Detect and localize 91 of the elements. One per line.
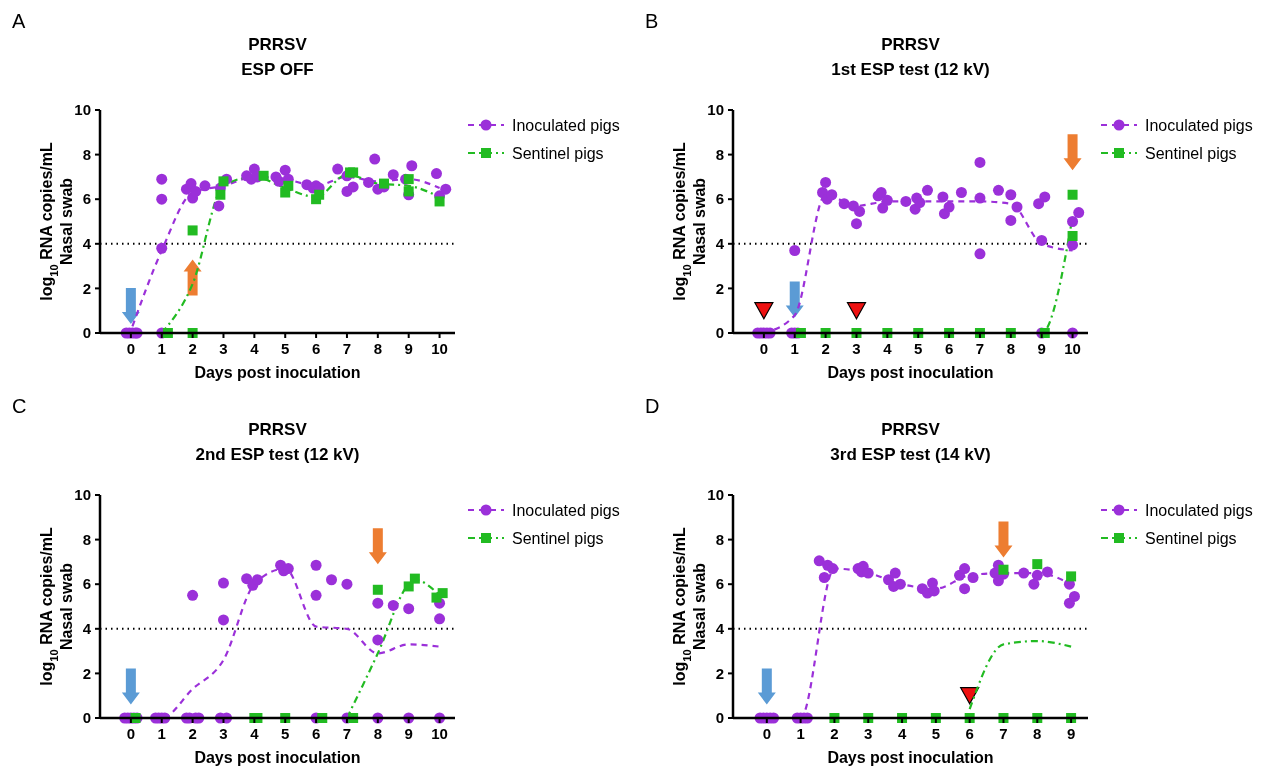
legend-label: Inoculated pigs xyxy=(512,501,620,519)
x-axis-title: Days post inoculation xyxy=(194,749,361,766)
x-tick-label: 9 xyxy=(1037,340,1046,357)
x-tick-label: 5 xyxy=(914,340,923,357)
x-tick-label: 3 xyxy=(852,340,861,357)
y-tick-label: 8 xyxy=(82,530,91,548)
x-tick-label: 6 xyxy=(965,725,974,742)
chart-subtitle: 2nd ESP test (12 kV) xyxy=(195,445,360,464)
x-tick-label: 1 xyxy=(157,340,166,357)
y-tick-label: 0 xyxy=(715,324,724,342)
x-tick-label: 7 xyxy=(975,340,985,357)
y-tick-label: 0 xyxy=(82,709,91,727)
legend-label: Sentinel pigs xyxy=(1145,529,1237,547)
x-tick-label: 10 xyxy=(1064,340,1081,357)
x-tick-label: 1 xyxy=(157,725,166,742)
x-tick-label: 1 xyxy=(796,725,805,742)
y-tick-label: 10 xyxy=(707,101,724,119)
y-tick-label: 4 xyxy=(82,620,92,638)
x-tick-label: 5 xyxy=(281,725,290,742)
x-tick-label: 7 xyxy=(342,725,352,742)
y-tick-label: 2 xyxy=(715,279,724,297)
x-tick-label: 8 xyxy=(373,340,382,357)
x-tick-label: 5 xyxy=(931,725,941,742)
x-tick-label: 3 xyxy=(219,340,228,357)
y-tick-label: 0 xyxy=(82,324,91,342)
legend-label: Sentinel pigs xyxy=(512,144,604,162)
x-tick-label: 2 xyxy=(821,340,830,357)
x-tick-label: 9 xyxy=(404,725,413,742)
x-tick-label: 8 xyxy=(1006,340,1015,357)
chart-title: PRRSV xyxy=(881,420,941,439)
x-tick-label: 8 xyxy=(373,725,382,742)
y-tick-label: 4 xyxy=(715,620,725,638)
x-axis-title: Days post inoculation xyxy=(194,364,361,381)
x-tick-label: 6 xyxy=(944,340,954,357)
chart-title: PRRSV xyxy=(881,35,941,54)
y-tick-label: 0 xyxy=(715,709,724,727)
x-tick-label: 7 xyxy=(342,340,352,357)
x-tick-label: 10 xyxy=(431,340,448,357)
y-tick-label: 4 xyxy=(82,235,92,253)
legend-label: Sentinel pigs xyxy=(512,529,604,547)
y-tick-label: 6 xyxy=(82,575,91,593)
x-tick-label: 6 xyxy=(311,725,321,742)
x-tick-label: 4 xyxy=(883,340,893,357)
x-tick-label: 7 xyxy=(999,725,1008,742)
y-tick-label: 10 xyxy=(74,486,91,504)
x-tick-label: 10 xyxy=(431,725,448,742)
x-tick-label: 3 xyxy=(864,725,873,742)
x-tick-label: 2 xyxy=(188,340,197,357)
x-axis-title: Days post inoculation xyxy=(827,749,994,766)
chart-subtitle: 1st ESP test (12 kV) xyxy=(831,60,990,79)
y-tick-label: 6 xyxy=(715,190,724,208)
y-tick-label: 8 xyxy=(715,530,724,548)
x-axis-title: Days post inoculation xyxy=(827,364,994,381)
x-tick-label: 0 xyxy=(126,725,136,742)
y-tick-label: 6 xyxy=(715,575,724,593)
y-tick-label: 8 xyxy=(715,145,724,163)
legend-label: Sentinel pigs xyxy=(1145,144,1237,162)
y-tick-label: 4 xyxy=(715,235,725,253)
x-tick-label: 5 xyxy=(281,340,290,357)
legend-label: Inoculated pigs xyxy=(512,116,620,134)
x-tick-label: 0 xyxy=(762,725,771,742)
x-tick-label: 2 xyxy=(188,725,197,742)
x-tick-label: 1 xyxy=(790,340,799,357)
x-tick-label: 0 xyxy=(126,340,136,357)
x-tick-label: 9 xyxy=(1066,725,1076,742)
chart-subtitle: 3rd ESP test (14 kV) xyxy=(830,445,991,464)
legend-label: Inoculated pigs xyxy=(1145,501,1253,519)
y-tick-label: 2 xyxy=(82,664,91,682)
x-tick-label: 2 xyxy=(830,725,839,742)
x-tick-label: 4 xyxy=(897,725,907,742)
y-tick-label: 2 xyxy=(82,279,91,297)
chart-subtitle: ESP OFF xyxy=(241,60,314,79)
text: C xyxy=(12,395,27,417)
chart-title: PRRSV xyxy=(248,35,308,54)
x-tick-label: 6 xyxy=(311,340,321,357)
chart-title: PRRSV xyxy=(248,420,308,439)
x-tick-label: 3 xyxy=(219,725,228,742)
x-tick-label: 4 xyxy=(250,340,260,357)
text: A xyxy=(12,10,26,32)
y-tick-label: 8 xyxy=(82,145,91,163)
y-tick-label: 10 xyxy=(707,486,724,504)
x-tick-label: 9 xyxy=(404,340,413,357)
x-tick-label: 0 xyxy=(759,340,769,357)
x-tick-label: 4 xyxy=(250,725,260,742)
y-tick-label: 10 xyxy=(74,101,91,119)
y-tick-label: 2 xyxy=(715,664,724,682)
text: D xyxy=(645,395,660,417)
x-tick-label: 8 xyxy=(1033,725,1042,742)
legend-label: Inoculated pigs xyxy=(1145,116,1253,134)
text: B xyxy=(645,10,659,32)
y-tick-label: 6 xyxy=(82,190,91,208)
